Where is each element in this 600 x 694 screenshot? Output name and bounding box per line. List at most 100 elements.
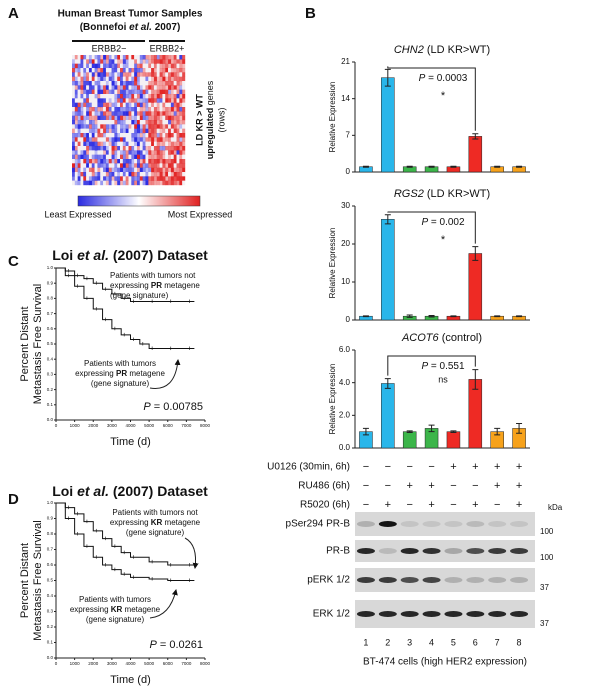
- heatmap-cell: [103, 68, 107, 73]
- heatmap-cell: [117, 102, 121, 108]
- heatmap-cell: [182, 163, 186, 168]
- heatmap-cell: [176, 115, 180, 121]
- heatmap-cell: [91, 81, 95, 86]
- km-title: Loi et al. (2007) Dataset: [52, 483, 208, 499]
- heatmap-cell: [80, 163, 84, 168]
- heatmap-cell: [165, 159, 169, 164]
- heatmap-cell: [162, 133, 166, 138]
- heatmap-cell: [139, 167, 143, 173]
- heatmap-cell: [74, 167, 78, 173]
- x-axis-label: Time (d): [110, 436, 151, 448]
- heatmap-cell: [91, 85, 95, 90]
- heatmap-cell: [74, 180, 78, 186]
- heatmap-cell: [97, 133, 101, 138]
- heatmap-cell: [142, 180, 146, 186]
- heatmap-cell: [80, 146, 84, 151]
- heatmap-cell: [173, 167, 177, 173]
- heatmap-cell: [151, 68, 155, 73]
- heatmap-cell: [125, 72, 129, 77]
- heatmap-cell: [145, 146, 149, 151]
- heatmap-cell: [128, 180, 132, 186]
- heatmap-cell: [153, 85, 157, 90]
- heatmap-cell: [168, 107, 172, 112]
- heatmap-cell: [80, 120, 84, 125]
- heatmap-cell: [139, 154, 143, 160]
- heatmap-cell: [170, 146, 174, 151]
- heatmap-cell: [179, 94, 183, 99]
- heatmap-cell: [114, 59, 118, 64]
- heatmap-cell: [86, 146, 90, 151]
- heatmap-cell: [94, 159, 98, 164]
- heatmap-cell: [179, 154, 183, 160]
- annotation: Patients with tumors: [79, 595, 151, 604]
- heatmap-cell: [134, 81, 138, 86]
- heatmap-cell: [142, 107, 146, 112]
- heatmap-cell: [162, 72, 166, 77]
- heatmap-cell: [91, 76, 95, 82]
- heatmap-cell: [72, 59, 76, 64]
- heatmap-cell: [134, 68, 138, 73]
- heatmap-cell: [97, 85, 101, 90]
- heatmap-cell: [145, 81, 149, 86]
- heatmap-cell: [148, 176, 152, 181]
- heatmap-cell: [173, 180, 177, 186]
- heatmap-cell: [103, 146, 107, 151]
- heatmap-cell: [156, 124, 160, 129]
- blot-label: ERK 1/2: [313, 609, 351, 620]
- y-tick-label: 0.3: [47, 372, 54, 377]
- heatmap-cell: [159, 167, 163, 173]
- heatmap-cell: [128, 85, 132, 90]
- heatmap-cell: [131, 111, 135, 116]
- heatmap-cell: [131, 115, 135, 121]
- heatmap-cell: [173, 89, 177, 95]
- error-bar: [406, 314, 413, 318]
- heatmap-cell: [136, 180, 140, 186]
- heatmap-cell: [97, 115, 101, 121]
- heatmap-cell: [153, 63, 157, 69]
- heatmap-cell: [108, 172, 112, 177]
- heatmap-cell: [108, 128, 112, 134]
- heatmap-cell: [170, 120, 174, 125]
- heatmap-cell: [72, 154, 76, 160]
- heatmap-cell: [142, 68, 146, 73]
- heatmap-cell: [156, 98, 160, 103]
- heatmap-cell: [114, 55, 118, 60]
- blot-band: [378, 577, 397, 583]
- heatmap-cell: [74, 120, 78, 125]
- heatmap-cell: [108, 124, 112, 129]
- heatmap-cell: [179, 63, 183, 69]
- heatmap-cell: [159, 137, 163, 142]
- heatmap-cell: [168, 133, 172, 138]
- heatmap-cell: [97, 128, 101, 134]
- heatmap-cell: [136, 176, 140, 181]
- heatmap-cell: [120, 107, 124, 112]
- heatmap-cell: [168, 141, 172, 147]
- heatmap-cell: [80, 133, 84, 138]
- heatmap-cell: [165, 146, 169, 151]
- blot-band: [378, 521, 397, 527]
- heatmap-cell: [83, 150, 87, 155]
- heatmap-cell: [77, 89, 81, 95]
- heatmap-cell: [170, 55, 174, 60]
- heatmap-cell: [159, 159, 163, 164]
- heatmap-cell: [94, 137, 98, 142]
- heatmap-cell: [125, 150, 129, 155]
- heatmap-cell: [165, 102, 169, 108]
- heatmap-cell: [148, 63, 152, 69]
- heatmap-cell: [105, 120, 109, 125]
- heatmap-cell: [179, 150, 183, 155]
- heatmap-cell: [103, 154, 107, 160]
- heatmap-cell: [108, 150, 112, 155]
- heatmap-cell: [74, 172, 78, 177]
- heatmap-cell: [111, 150, 115, 155]
- heatmap-cell: [83, 115, 87, 121]
- x-tick-label: 5000: [144, 661, 155, 666]
- heatmap-cell: [86, 115, 90, 121]
- heatmap-cell: [131, 59, 135, 64]
- heatmap-cell: [145, 63, 149, 69]
- heatmap-cell: [86, 176, 90, 181]
- heatmap-cell: [94, 128, 98, 134]
- heatmap-cell: [111, 141, 115, 147]
- heatmap-cell: [105, 159, 109, 164]
- heatmap-cell: [125, 133, 129, 138]
